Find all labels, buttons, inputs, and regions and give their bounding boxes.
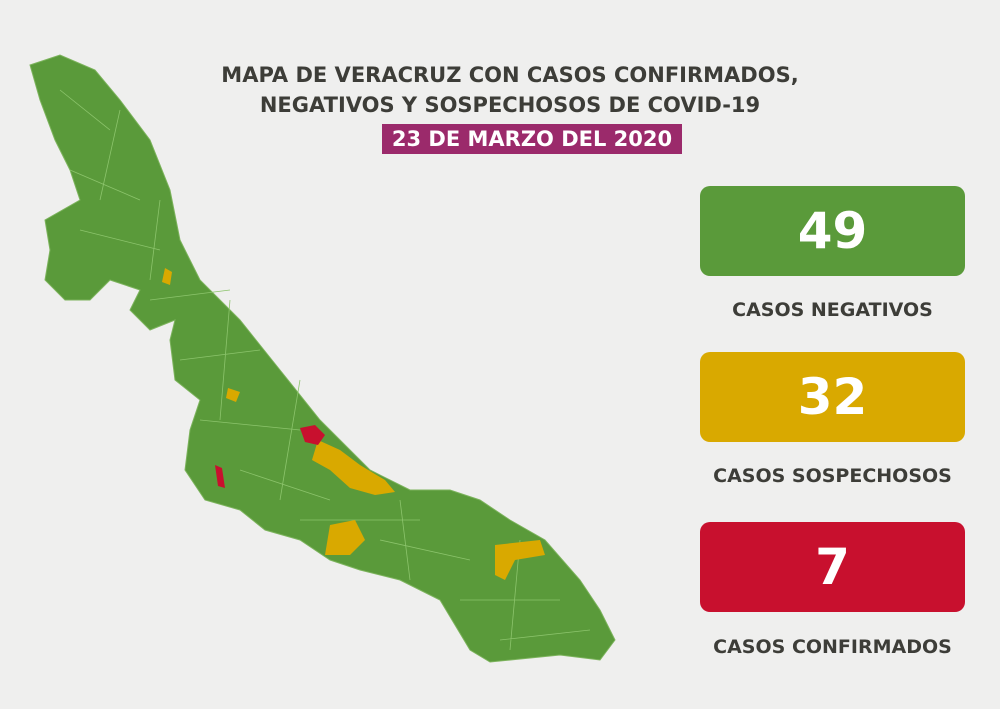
title-line-2: NEGATIVOS Y SOSPECHOSOS DE COVID-19 (259, 93, 761, 117)
confirmed-label: CASOS CONFIRMADOS (713, 636, 952, 658)
suspected-count-box: 32 (700, 352, 965, 442)
suspected-municipalities (162, 268, 545, 580)
municipality-borders (59, 89, 591, 651)
confirmed-count-box: 7 (700, 522, 965, 612)
negative-label: CASOS NEGATIVOS (732, 299, 933, 321)
negative-count-box: 49 (700, 186, 965, 276)
state-outline (29, 54, 616, 663)
confirmed-municipalities (215, 425, 325, 488)
date-badge: 23 DE MARZO DEL 2020 (382, 124, 682, 154)
title-line-1: MAPA DE VERACRUZ CON CASOS CONFIRMADOS, (221, 63, 799, 87)
suspected-label: CASOS SOSPECHOSOS (713, 465, 952, 487)
